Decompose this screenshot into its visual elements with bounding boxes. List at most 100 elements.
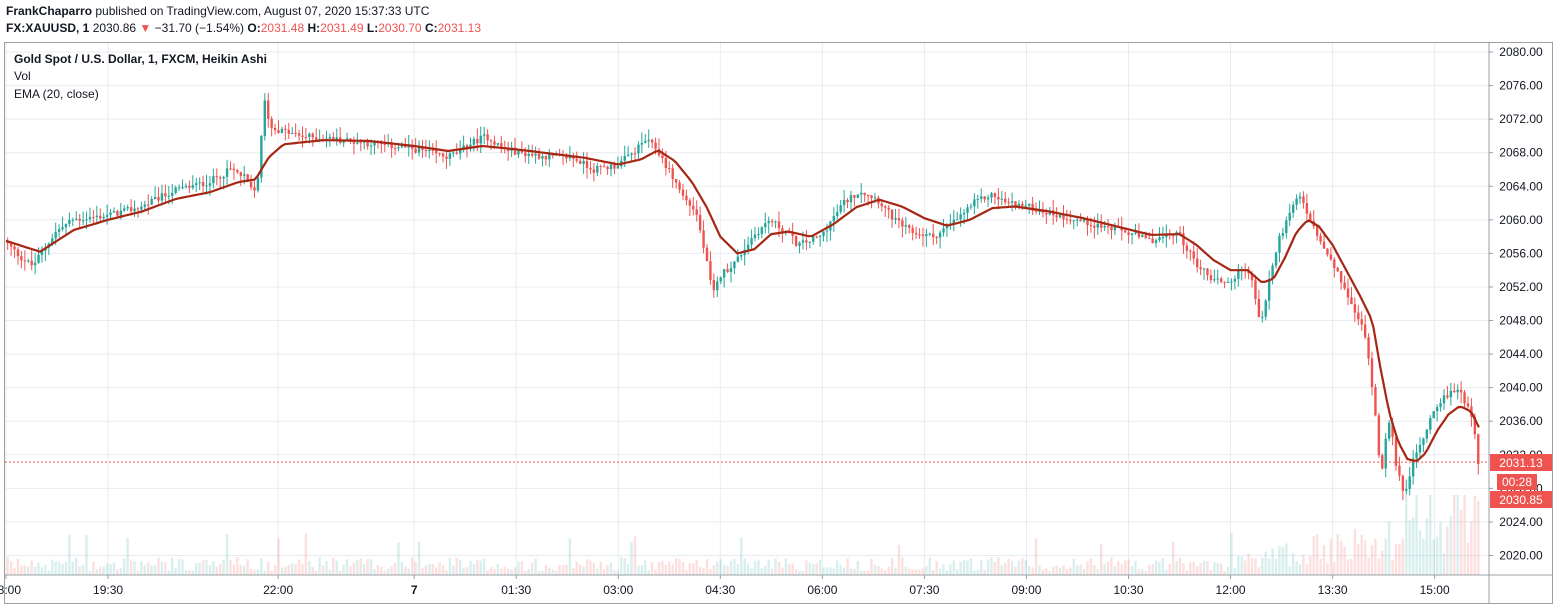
volume-bar bbox=[68, 534, 71, 575]
volume-bar bbox=[1470, 521, 1473, 575]
volume-bar bbox=[945, 570, 949, 575]
candle-body bbox=[1185, 245, 1189, 251]
volume-bar bbox=[1415, 495, 1418, 575]
candle-body bbox=[812, 236, 815, 242]
candle-body bbox=[500, 143, 503, 148]
candle-body bbox=[952, 219, 956, 224]
candle-body bbox=[136, 208, 140, 210]
volume-bar bbox=[30, 560, 33, 575]
candle-body bbox=[174, 187, 177, 193]
volume-bar bbox=[267, 561, 270, 575]
volume-bar bbox=[534, 558, 537, 575]
volume-bar bbox=[1459, 509, 1463, 575]
volume-bar bbox=[51, 559, 54, 575]
candle-body bbox=[1110, 226, 1113, 231]
volume-bar bbox=[633, 536, 637, 575]
candle-body bbox=[37, 254, 40, 263]
volume-bar bbox=[92, 561, 95, 575]
chart-frame[interactable] bbox=[4, 42, 1553, 604]
candle-body bbox=[722, 269, 726, 278]
candle-body bbox=[733, 261, 736, 269]
candle-body bbox=[400, 145, 404, 148]
time-tick-label: 15:00 bbox=[1420, 583, 1450, 597]
volume-bar bbox=[986, 559, 990, 575]
volume-bar bbox=[914, 569, 918, 575]
volume-bar bbox=[256, 569, 260, 575]
candle-body bbox=[668, 168, 671, 170]
volume-bar bbox=[757, 559, 760, 575]
candle-body bbox=[801, 240, 805, 243]
candle-body bbox=[1415, 452, 1418, 459]
candle-body bbox=[1459, 389, 1463, 393]
volume-bar bbox=[219, 564, 222, 575]
volume-bar bbox=[260, 558, 263, 575]
candle-body bbox=[64, 223, 68, 228]
candle-body bbox=[1189, 250, 1192, 252]
volume-bar bbox=[901, 557, 904, 575]
candle-body bbox=[57, 229, 61, 232]
chart-grid bbox=[5, 43, 1489, 575]
candle-body bbox=[462, 145, 465, 149]
volume-bar bbox=[1151, 563, 1154, 575]
candle-body bbox=[119, 210, 123, 216]
candle-body bbox=[740, 255, 743, 257]
candle-body bbox=[524, 152, 527, 157]
volume-bar bbox=[246, 559, 249, 575]
candle-body bbox=[534, 153, 537, 156]
volume-bar bbox=[428, 563, 431, 575]
candle-body bbox=[349, 138, 352, 141]
candle-body bbox=[582, 160, 585, 164]
volume-bar bbox=[287, 564, 290, 575]
candle-body bbox=[1309, 213, 1312, 221]
volume-bar bbox=[304, 533, 308, 575]
volume-bar bbox=[575, 561, 578, 575]
volume-bar bbox=[1041, 569, 1045, 575]
volume-bar bbox=[1278, 546, 1281, 575]
volume-bar bbox=[105, 563, 109, 575]
candle-body bbox=[1343, 282, 1346, 289]
volume-bar bbox=[236, 557, 239, 575]
candle-body bbox=[133, 208, 136, 212]
time-axis: 18:00 19:30 22:00 7 01:30 03:00 04:30 06:00 07:3… bbox=[0, 575, 1450, 597]
volume-bar bbox=[1267, 558, 1271, 575]
candle-body bbox=[1065, 219, 1069, 221]
volume-bar bbox=[195, 563, 198, 575]
ema-line bbox=[5, 139, 1480, 463]
volume-bar bbox=[791, 563, 794, 575]
volume-bar bbox=[1312, 536, 1315, 575]
candle-body bbox=[1158, 237, 1161, 241]
candle-body bbox=[1360, 319, 1363, 325]
volume-bar bbox=[1093, 565, 1096, 575]
low-label: L: bbox=[366, 21, 379, 35]
volume-legend[interactable]: Vol bbox=[14, 69, 31, 83]
volume-bar bbox=[20, 565, 23, 575]
volume-bar bbox=[1309, 556, 1312, 575]
candle-body bbox=[417, 147, 421, 153]
volume-bar bbox=[530, 563, 534, 575]
price-tick-label: 2020.00 bbox=[1499, 549, 1543, 563]
candle-body bbox=[239, 172, 242, 176]
candle-body bbox=[1291, 204, 1295, 213]
ema-legend[interactable]: EMA (20, close) bbox=[14, 87, 99, 101]
volume-bar bbox=[932, 570, 935, 575]
volume-bar bbox=[921, 568, 925, 575]
volume-bar bbox=[1072, 558, 1075, 575]
volume-bar bbox=[990, 557, 993, 575]
candle-body bbox=[479, 135, 482, 144]
symbol-label: FX:XAUUSD, 1 bbox=[6, 21, 90, 35]
volume-bar bbox=[788, 563, 791, 575]
candle-body bbox=[308, 133, 311, 138]
candle-body bbox=[777, 221, 781, 229]
volume-bar bbox=[997, 557, 1000, 575]
volume-bar bbox=[722, 564, 726, 575]
author-name[interactable]: FrankChaparro bbox=[6, 4, 93, 18]
volume-bar bbox=[842, 567, 846, 575]
volume-bar bbox=[1237, 555, 1240, 575]
candle-body bbox=[99, 215, 102, 219]
volume-bar bbox=[558, 565, 561, 575]
volume-bar bbox=[1052, 566, 1055, 575]
volume-bar bbox=[510, 569, 513, 575]
volume-bar bbox=[1055, 565, 1058, 575]
candle-body bbox=[705, 247, 709, 262]
